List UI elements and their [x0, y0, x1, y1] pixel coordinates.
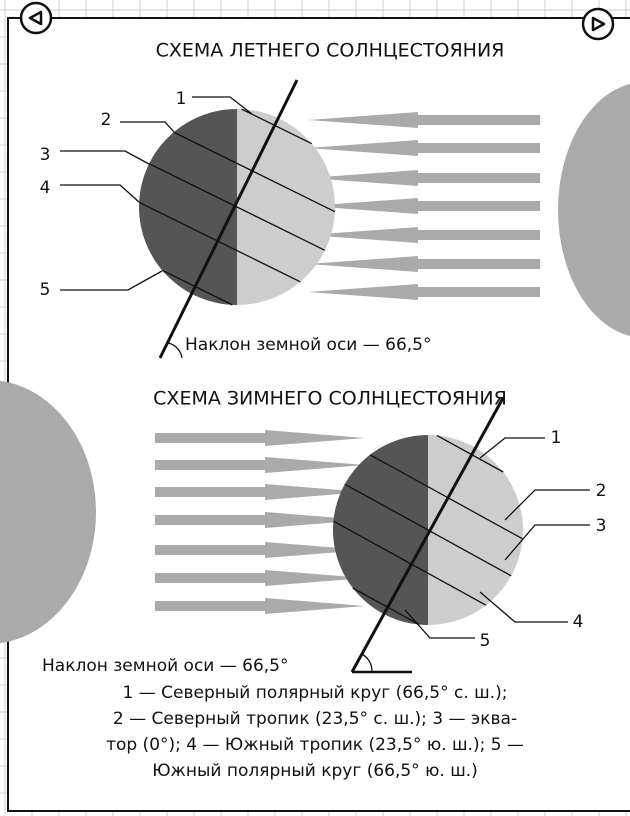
- sun: [0, 380, 96, 644]
- label-leader: [479, 437, 545, 459]
- latitude-label: 1: [551, 428, 562, 448]
- winter-globe: 1 2 3 4 5: [333, 397, 607, 673]
- globe-day: [428, 435, 523, 625]
- latitude-label: 4: [573, 612, 584, 632]
- nav-prev[interactable]: [19, 1, 53, 35]
- sun-ray-arrow: [308, 112, 540, 128]
- sun-ray-arrow: [155, 570, 365, 586]
- sun-ray-arrow: [155, 512, 365, 528]
- label-leader: [192, 96, 253, 115]
- legend-line: Южный полярный круг (66,5° ю. ш.): [152, 761, 478, 781]
- latitude-line: [344, 483, 512, 577]
- label-leader: [404, 609, 475, 639]
- label-leader: [479, 591, 568, 623]
- latitude-label: 4: [40, 178, 51, 198]
- nav-prev-icon[interactable]: [28, 10, 43, 26]
- latitude-line: [436, 434, 504, 473]
- sun-ray-arrow: [155, 542, 365, 558]
- earth-axis: [158, 79, 299, 359]
- tilt-angle-arc: [361, 653, 373, 673]
- latitude-label: 2: [101, 110, 112, 130]
- latitude-label: 2: [596, 481, 607, 501]
- latitude-label: 5: [480, 631, 491, 651]
- latitude-label: 3: [40, 145, 51, 165]
- label-leader: [60, 150, 150, 165]
- winter-sun-rays: [155, 430, 365, 614]
- artwork: 1 2 3 4 5 1 2 3 4 5: [0, 79, 630, 674]
- latitude-line: [161, 269, 233, 306]
- label-leader: [504, 489, 590, 521]
- nav-next-circle[interactable]: [581, 7, 615, 41]
- latitude-line: [369, 454, 523, 540]
- sun-ray-arrow: [308, 170, 540, 186]
- summer-axis-note: Наклон земной оси — 66,5°: [185, 335, 432, 355]
- nav-next[interactable]: [581, 7, 615, 41]
- legend-line: тор (0°); 4 — Южный тропик (23,5° ю. ш.)…: [106, 735, 524, 755]
- nav-next-icon[interactable]: [591, 16, 606, 32]
- winter-axis-note: Наклон земной оси — 66,5°: [42, 656, 289, 676]
- latitude-line: [148, 163, 326, 251]
- label-leader: [504, 524, 590, 561]
- globe-day: [237, 109, 335, 305]
- latitude-label: 5: [40, 280, 51, 300]
- sun-ray-arrow: [308, 227, 540, 243]
- label-leader: [120, 121, 175, 133]
- sun-ray-arrow: [155, 430, 365, 446]
- earth-axis: [350, 397, 505, 673]
- summer-sun-rays: [308, 112, 540, 300]
- sun: [558, 83, 630, 337]
- nav-prev-circle[interactable]: [19, 1, 53, 35]
- summer-title: СХЕМА ЛЕТНЕГО СОЛНЦЕСТОЯНИЯ: [156, 40, 505, 62]
- legend-line: 2 — Северный тропик (23,5° с. ш.); 3 — э…: [113, 709, 517, 729]
- latitude-line: [352, 587, 420, 626]
- sun-ray-arrow: [308, 198, 540, 214]
- latitude-label: 1: [176, 89, 187, 109]
- latitude-line: [333, 520, 487, 606]
- legend-line: 1 — Северный полярный круг (66,5° с. ш.)…: [123, 683, 508, 703]
- label-leader: [60, 184, 140, 203]
- sun-ray-arrow: [308, 140, 540, 156]
- legend: 1 — Северный полярный круг (66,5° с. ш.)…: [106, 683, 524, 781]
- summer-globe: 1 2 3 4 5: [40, 79, 336, 359]
- latitude-line: [173, 131, 336, 213]
- sun-ray-arrow: [308, 284, 540, 300]
- sun-ray-arrow: [308, 256, 540, 272]
- label-leader: [60, 270, 163, 291]
- latitude-line: [241, 108, 313, 145]
- sun-ray-arrow: [155, 598, 365, 614]
- tilt-angle-arc: [167, 342, 183, 359]
- sun-ray-arrow: [155, 484, 365, 500]
- latitude-line: [138, 201, 301, 283]
- sun-ray-arrow: [155, 457, 365, 473]
- winter-title: СХЕМА ЗИМНЕГО СОЛНЦЕСТОЯНИЯ: [153, 388, 507, 410]
- latitude-label: 3: [596, 516, 607, 536]
- globe-night: [139, 109, 237, 305]
